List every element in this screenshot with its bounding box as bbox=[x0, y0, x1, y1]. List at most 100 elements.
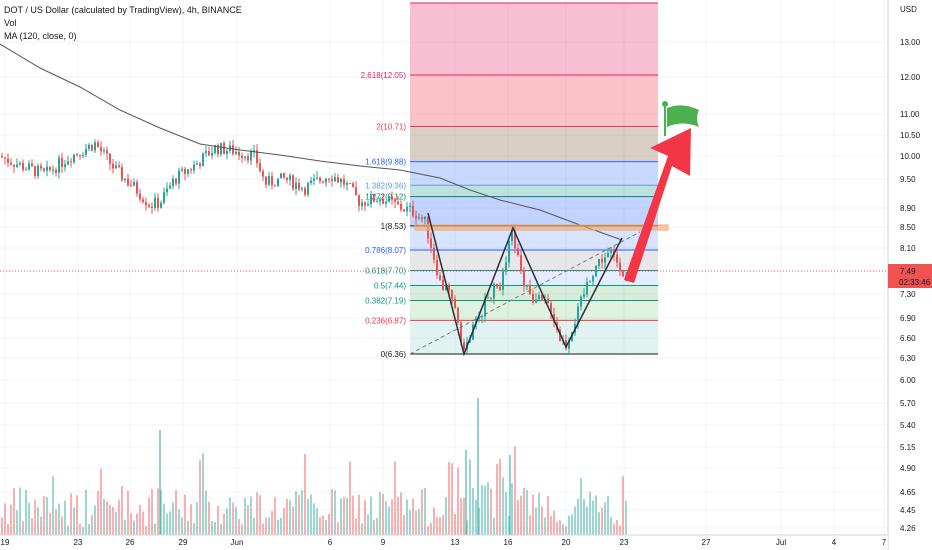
price-axis[interactable]: USD 13.00 12.00 11.00 10.50 10.00 9.50 8.90 8.50… bbox=[887, 0, 932, 550]
price-tick: 5.70 bbox=[900, 399, 916, 408]
volume-bar bbox=[325, 519, 327, 535]
candle-body bbox=[373, 194, 375, 202]
candle-body bbox=[550, 303, 552, 314]
volume-bar bbox=[502, 477, 504, 535]
candle-body bbox=[37, 165, 39, 177]
volume-bar bbox=[49, 512, 51, 535]
candle-body bbox=[208, 151, 210, 156]
volume-bar bbox=[397, 496, 399, 535]
candle-body bbox=[235, 151, 237, 155]
volume-bar bbox=[7, 523, 9, 535]
moving-average-line bbox=[0, 43, 623, 241]
volume-bar bbox=[226, 508, 228, 535]
volume-bar bbox=[289, 500, 291, 535]
volume-bar bbox=[589, 491, 591, 535]
candle-body bbox=[112, 163, 114, 169]
volume-bar bbox=[181, 517, 183, 535]
candle-body bbox=[319, 177, 321, 182]
candle-body bbox=[442, 279, 444, 290]
volume-bar bbox=[625, 500, 627, 535]
candle-body bbox=[520, 255, 522, 272]
candle-body bbox=[76, 154, 78, 156]
candle-body bbox=[19, 162, 21, 165]
volume-bar bbox=[430, 523, 432, 535]
volume-bar bbox=[465, 450, 467, 535]
fib-zone bbox=[410, 196, 658, 226]
candle-body bbox=[232, 145, 234, 155]
candle-body bbox=[436, 259, 438, 276]
volume-bar bbox=[265, 517, 267, 535]
drawings[interactable] bbox=[0, 101, 888, 357]
time-axis[interactable]: 19 23 26 29 Jun 6 9 13 16 20 23 27 Jul 4 7 bbox=[0, 534, 888, 550]
candle-body bbox=[469, 339, 471, 343]
volume-bar bbox=[490, 488, 492, 535]
candle-body bbox=[277, 178, 279, 187]
price-tick: 6.30 bbox=[900, 354, 916, 363]
candles bbox=[1, 139, 627, 356]
volume-bar bbox=[4, 503, 6, 535]
candle-body bbox=[196, 163, 198, 165]
fib-extension[interactable]: 2.618(12.05) 2(10.71) 1.618(9.88) 1.382(9.3… bbox=[361, 2, 658, 359]
candle-body bbox=[421, 217, 423, 220]
volume-bar bbox=[352, 495, 354, 535]
candle-body bbox=[385, 201, 387, 204]
volume-bar bbox=[88, 523, 90, 535]
countdown-timer: 02:33:46 bbox=[899, 278, 931, 287]
candle-body bbox=[292, 175, 294, 189]
fib-label: 2(10.71) bbox=[376, 122, 406, 131]
volume-bar bbox=[529, 515, 531, 535]
candle-body bbox=[340, 178, 342, 183]
volume-bar bbox=[262, 523, 264, 535]
volume-bar bbox=[586, 506, 588, 535]
target-arrow bbox=[624, 128, 691, 283]
volume-bar bbox=[19, 487, 21, 535]
volume-bar bbox=[79, 523, 81, 535]
fib-zone bbox=[410, 75, 658, 127]
candle-body bbox=[382, 199, 384, 204]
volume-bar bbox=[159, 430, 161, 535]
price-tick: 12.00 bbox=[900, 73, 921, 82]
volume-bar bbox=[295, 491, 297, 535]
candle-body bbox=[334, 177, 336, 182]
volume-bar bbox=[163, 503, 165, 535]
volume-bar bbox=[253, 517, 255, 535]
time-tick: 9 bbox=[381, 538, 386, 547]
price-tick: 8.90 bbox=[900, 204, 916, 213]
candle-body bbox=[313, 178, 315, 181]
volume-bar bbox=[373, 519, 375, 535]
candle-body bbox=[136, 182, 138, 194]
candle-body bbox=[460, 322, 462, 343]
volume-bar bbox=[313, 503, 315, 535]
candle-body bbox=[505, 262, 507, 272]
volume-bar bbox=[121, 486, 123, 535]
volume-bar bbox=[595, 495, 597, 535]
candle-body bbox=[142, 199, 144, 203]
volume-bar bbox=[115, 512, 117, 535]
candle-body bbox=[433, 247, 435, 260]
volume-bar bbox=[304, 453, 306, 535]
volume-bar bbox=[331, 488, 333, 535]
volume-bar bbox=[91, 514, 93, 535]
volume-bar bbox=[550, 516, 552, 535]
volume-bar bbox=[334, 490, 336, 535]
volume-bar bbox=[388, 506, 390, 535]
fib-zone bbox=[410, 3, 658, 75]
fib-label: 1(8.53) bbox=[381, 222, 407, 231]
candle-body bbox=[7, 158, 9, 163]
volume-bar bbox=[229, 497, 231, 535]
volume-bar bbox=[499, 458, 501, 535]
volume-bar bbox=[184, 494, 186, 535]
volume-bar bbox=[343, 496, 345, 535]
time-tick: Jun bbox=[231, 538, 244, 547]
volume-bar bbox=[442, 515, 444, 535]
volume-bar bbox=[583, 498, 585, 535]
candle-body bbox=[502, 271, 504, 290]
volume-bar bbox=[283, 508, 285, 535]
candle-body bbox=[1, 156, 3, 158]
candle-body bbox=[361, 202, 363, 206]
volume-bar bbox=[223, 513, 225, 535]
candle-body bbox=[538, 295, 540, 300]
last-price-badge bbox=[888, 264, 932, 288]
time-tick: 16 bbox=[504, 538, 513, 547]
